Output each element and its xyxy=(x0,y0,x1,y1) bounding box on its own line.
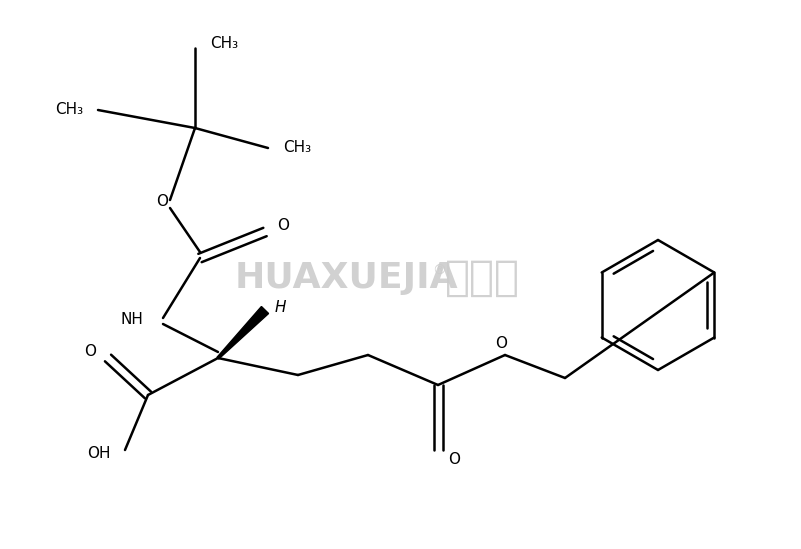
Text: NH: NH xyxy=(120,312,143,328)
Text: CH₃: CH₃ xyxy=(283,141,311,155)
Text: O: O xyxy=(156,194,168,210)
Text: O: O xyxy=(277,219,289,233)
Text: CH₃: CH₃ xyxy=(210,36,238,52)
Text: 化学加: 化学加 xyxy=(445,257,520,299)
Text: HUAXUEJIA: HUAXUEJIA xyxy=(235,261,459,295)
Polygon shape xyxy=(217,306,268,359)
Text: ®: ® xyxy=(432,264,446,278)
Text: OH: OH xyxy=(87,446,111,462)
Text: CH₃: CH₃ xyxy=(55,103,83,117)
Text: O: O xyxy=(84,345,96,360)
Text: O: O xyxy=(495,335,507,350)
Text: O: O xyxy=(448,452,460,468)
Text: H: H xyxy=(275,300,287,316)
